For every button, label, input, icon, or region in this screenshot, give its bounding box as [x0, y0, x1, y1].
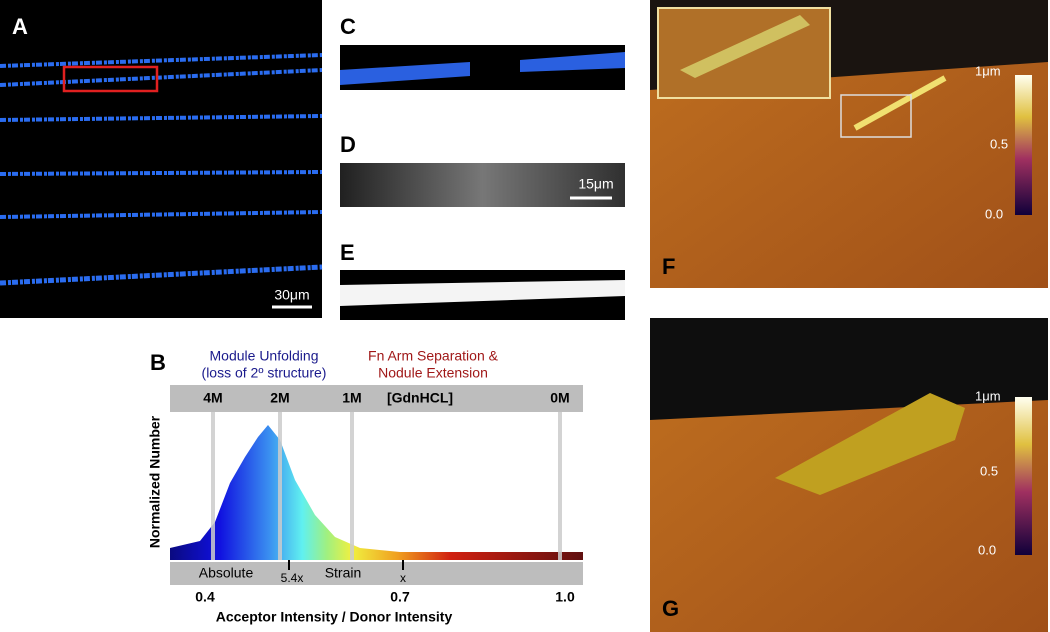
panel-f: 1μm 0.5 0.0 F [650, 0, 1048, 288]
colorbar-label: 0.0 [978, 542, 996, 557]
panel-label: E [340, 240, 355, 265]
fiber [340, 62, 470, 85]
fiber [853, 75, 947, 131]
annotation: Nodule Extension [378, 365, 488, 381]
strain-label: Absolute [199, 565, 254, 581]
fiber [0, 210, 323, 219]
concentration-label: [GdnHCL] [387, 390, 453, 406]
colorbar [1015, 397, 1032, 555]
fiber [0, 264, 323, 286]
annotation: Module Unfolding [210, 348, 319, 364]
colorbar-label: 0.5 [990, 136, 1008, 151]
image-a [0, 0, 322, 318]
panel-a: A 30μm [0, 0, 323, 318]
annotation: (loss of 2º structure) [202, 365, 327, 381]
fiber [0, 53, 323, 68]
annotation: Fn Arm Separation & [368, 348, 499, 364]
x-tick-label: 0.4 [195, 589, 215, 605]
image-d [340, 163, 625, 207]
panel-label: G [662, 596, 679, 621]
concentration-bar [170, 385, 583, 412]
x-tick-label: 1.0 [555, 589, 575, 605]
y-axis-label: Normalized Number [147, 415, 163, 548]
panel-b: B Module Unfolding (loss of 2º structure… [147, 348, 583, 625]
histogram [170, 425, 583, 560]
fiber [520, 52, 625, 72]
strain-label: x [400, 571, 406, 585]
fibers [0, 53, 323, 286]
panel-c: C [340, 14, 625, 90]
strain-label: Strain [325, 565, 362, 581]
x-tick-label: 0.7 [390, 589, 410, 605]
concentration-label: 1M [342, 390, 361, 406]
x-axis-label: Acceptor Intensity / Donor Intensity [216, 609, 453, 625]
strain-bar [170, 562, 583, 585]
panel-label: C [340, 14, 356, 39]
fiber [0, 170, 323, 176]
colorbar-label: 1μm [975, 388, 1001, 403]
concentration-label: 4M [203, 390, 222, 406]
fiber [0, 68, 323, 87]
concentration-label: 2M [270, 390, 289, 406]
scale-bar-label: 30μm [274, 287, 309, 303]
roi-box [840, 94, 912, 138]
panel-label: A [12, 14, 28, 39]
panel-label: F [662, 254, 675, 279]
panel-d: D 15μm [340, 132, 625, 207]
panel-label: B [150, 350, 166, 375]
fiber [0, 114, 323, 122]
panel-label: D [340, 132, 356, 157]
fiber [340, 280, 625, 306]
colorbar-label: 1μm [975, 63, 1001, 78]
fiber [775, 393, 965, 495]
background [650, 318, 1048, 420]
concentration-label: 0M [550, 390, 569, 406]
inset-fiber [680, 15, 810, 78]
roi-box [62, 65, 159, 93]
panel-e: E [340, 240, 625, 320]
scale-bar-label: 15μm [578, 176, 613, 192]
colorbar-label: 0.0 [985, 206, 1003, 221]
colorbar-label: 0.5 [980, 463, 998, 478]
concentration-lines [211, 412, 562, 560]
colorbar [1015, 75, 1032, 215]
panel-g: 1μm 0.5 0.0 G [650, 318, 1048, 632]
strain-label: 5.4x [281, 571, 304, 585]
